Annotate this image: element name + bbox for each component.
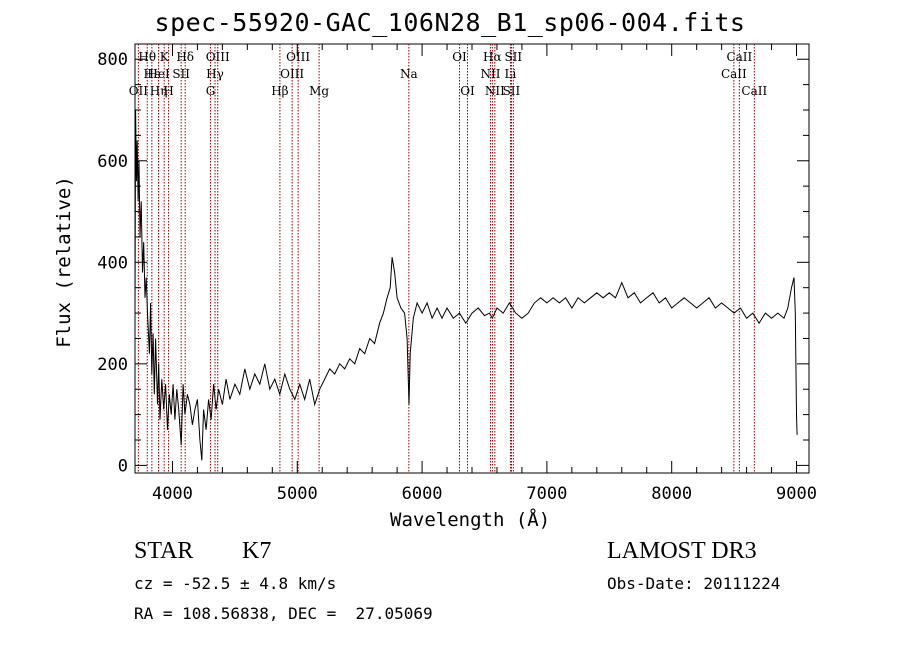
x-tick-label-0: 4000 [152, 484, 193, 504]
obs-date: Obs-Date: 20111224 [607, 574, 781, 593]
line-label-21: NII [485, 84, 505, 98]
line-label-2: Hε [144, 67, 161, 81]
y-tick-label-4: 800 [97, 50, 128, 70]
axes-ticks: 4000 5000 6000 7000 8000 9000 0 200 400 600 800 [97, 44, 817, 504]
line-label-13: OIII [280, 67, 304, 81]
line-label-23: SII [503, 84, 521, 98]
y-tick-label-2: 400 [97, 253, 128, 273]
line-label-8: Hδ [176, 50, 194, 64]
line-label-17: OI [452, 50, 467, 64]
line-label-7: SII [172, 67, 190, 81]
emission-line-markers [137, 44, 755, 473]
x-tick-label-2: 6000 [402, 484, 443, 504]
line-label-26: CaII [726, 50, 752, 64]
spectrum-series [134, 109, 798, 461]
coordinates: RA = 108.56838, DEC = 27.05069 [134, 604, 433, 623]
x-tick-label-5: 9000 [776, 484, 817, 504]
line-label-1: Hθ [138, 50, 156, 64]
line-label-9: G [206, 84, 216, 98]
line-label-6: H [163, 84, 173, 98]
x-axis-label: Wavelength (Å) [390, 509, 551, 531]
plot-frame [134, 43, 810, 474]
y-tick-label-3: 600 [97, 152, 128, 172]
line-label-18: OI [460, 84, 475, 98]
line-label-24: SII [504, 50, 522, 64]
line-label-0: OII [129, 84, 149, 98]
object-class: STAR [134, 538, 194, 564]
line-label-4: HeI [147, 67, 170, 81]
line-label-20: Hα [483, 50, 502, 64]
redshift-readout: cz = -52.5 ± 4.8 km/s [134, 574, 337, 593]
line-label-14: OIII [286, 50, 310, 64]
x-tick-label-3: 7000 [526, 484, 567, 504]
line-label-27: CaII [741, 84, 767, 98]
line-label-22: Li [505, 67, 517, 81]
emission-line-labels: OII Hθ Hε Hη HeI K H SII Hδ G Hγ OIII Hβ OIII OIII Mg Na… [129, 50, 768, 98]
line-label-19: NII [480, 67, 500, 81]
spectrum-line-0 [134, 109, 798, 461]
line-label-5: K [160, 50, 170, 64]
line-label-11: OIII [206, 50, 230, 64]
object-subclass: K7 [242, 538, 272, 564]
line-label-16: Na [400, 67, 418, 81]
line-label-25: CaII [721, 67, 747, 81]
line-label-10: Hγ [206, 67, 224, 81]
x-tick-label-1: 5000 [277, 484, 318, 504]
y-tick-label-0: 0 [118, 456, 128, 476]
y-tick-label-1: 200 [97, 355, 128, 375]
x-tick-label-4: 8000 [651, 484, 692, 504]
y-axis-label: Flux (relative) [53, 176, 75, 348]
line-label-3: Hη [150, 84, 168, 98]
survey-name: LAMOST DR3 [607, 538, 757, 564]
line-label-15: Mg [309, 84, 329, 98]
line-label-12: Hβ [271, 84, 288, 98]
chart-title: spec-55920-GAC_106N28_B1_sp06-004.fits [154, 8, 746, 37]
